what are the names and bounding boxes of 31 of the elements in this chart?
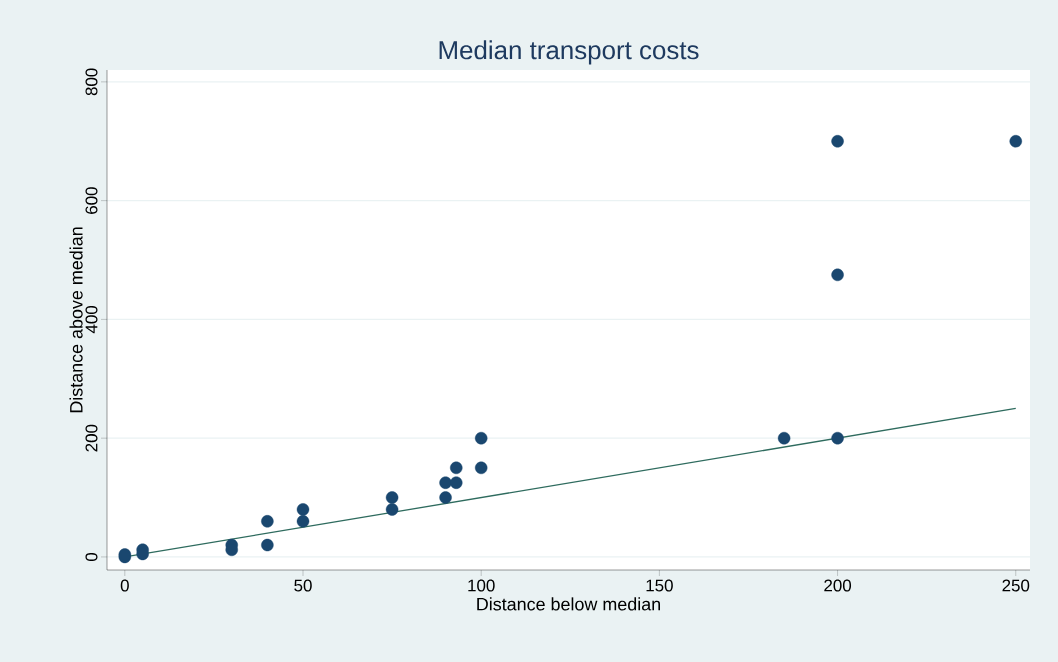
- point: [296, 503, 310, 516]
- point: [261, 515, 274, 528]
- point: [831, 431, 844, 445]
- x-tick-label: 50: [294, 579, 312, 592]
- point: [1009, 135, 1022, 148]
- y-axis-title: Distance above median: [69, 227, 83, 413]
- point: [261, 538, 274, 552]
- x-tick-label: 0: [120, 579, 129, 592]
- point: [450, 461, 463, 475]
- point: [439, 491, 452, 504]
- point: [475, 431, 488, 445]
- point: [475, 461, 488, 475]
- point: [831, 135, 844, 148]
- point: [385, 503, 399, 516]
- x-tick-label: 250: [1002, 579, 1030, 592]
- x-axis-title: Distance below median: [477, 597, 660, 611]
- y-tick-label: 0: [85, 552, 98, 561]
- y-tick-label: 200: [85, 424, 98, 452]
- y-tick-label: 400: [85, 305, 98, 334]
- point: [296, 515, 310, 528]
- point: [831, 268, 844, 282]
- point: [777, 431, 791, 445]
- x-tick-label: 200: [824, 579, 852, 592]
- chart-title: Median transport costs: [439, 40, 699, 65]
- y-tick-label: 600: [85, 187, 98, 214]
- point: [450, 476, 463, 489]
- y-tick-label: 800: [85, 68, 98, 96]
- x-tick-label: 100: [468, 579, 495, 592]
- point: [385, 491, 399, 504]
- x-tick-label: 150: [646, 579, 673, 592]
- point: [439, 476, 452, 489]
